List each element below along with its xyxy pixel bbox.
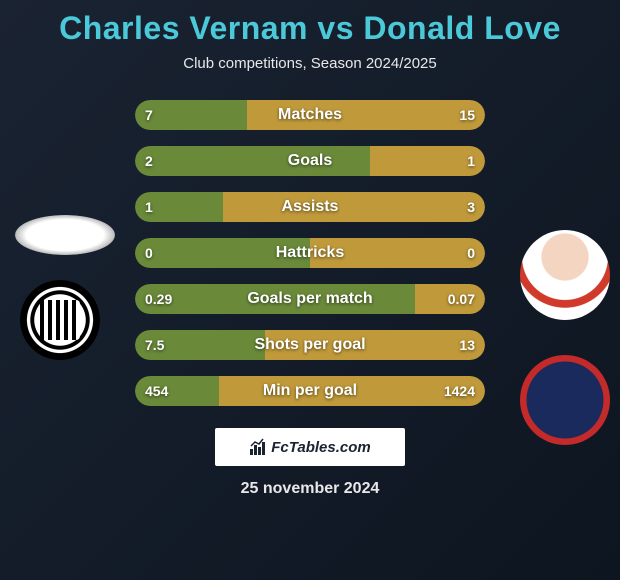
stat-label: Hattricks: [135, 238, 485, 268]
stat-label: Min per goal: [135, 376, 485, 406]
player-left-avatar: [15, 215, 115, 255]
comparison-main: 715Matches 21Goals 13Assists 00Hattricks 0.2…: [0, 100, 620, 420]
comparison-date: 25 november 2024: [0, 480, 620, 498]
player-right-avatar: [520, 230, 610, 320]
stat-bars: 715Matches 21Goals 13Assists 00Hattricks 0.2…: [135, 100, 485, 422]
chart-icon: [249, 438, 267, 456]
stat-label: Shots per goal: [135, 330, 485, 360]
stat-bar-track: 7.513Shots per goal: [135, 330, 485, 360]
stat-bar-track: 00Hattricks: [135, 238, 485, 268]
player-left-club-crest: [20, 280, 100, 360]
stat-row: 21Goals: [135, 146, 485, 176]
stat-label: Matches: [135, 100, 485, 130]
stat-bar-track: 715Matches: [135, 100, 485, 130]
stat-label: Goals per match: [135, 284, 485, 314]
stat-label: Goals: [135, 146, 485, 176]
stat-row: 715Matches: [135, 100, 485, 130]
stat-label: Assists: [135, 192, 485, 222]
fctables-logo[interactable]: FcTables.com: [215, 428, 405, 466]
logo-text: FcTables.com: [271, 439, 370, 456]
stat-row: 0.290.07Goals per match: [135, 284, 485, 314]
stat-row: 7.513Shots per goal: [135, 330, 485, 360]
comparison-title: Charles Vernam vs Donald Love: [0, 0, 620, 47]
player-right-club-crest: [520, 355, 610, 445]
stat-bar-track: 21Goals: [135, 146, 485, 176]
stat-row: 4541424Min per goal: [135, 376, 485, 406]
stat-bar-track: 13Assists: [135, 192, 485, 222]
stat-row: 13Assists: [135, 192, 485, 222]
stat-bar-track: 4541424Min per goal: [135, 376, 485, 406]
comparison-subtitle: Club competitions, Season 2024/2025: [0, 55, 620, 72]
stat-row: 00Hattricks: [135, 238, 485, 268]
stat-bar-track: 0.290.07Goals per match: [135, 284, 485, 314]
